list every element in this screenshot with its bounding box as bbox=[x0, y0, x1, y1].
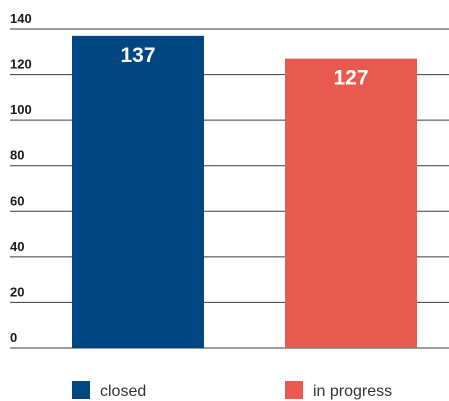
y-tick-label: 100 bbox=[10, 102, 32, 117]
legend-swatch bbox=[72, 381, 90, 399]
legend-label: in progress bbox=[313, 383, 392, 400]
legend-swatch bbox=[285, 381, 303, 399]
y-tick-label: 40 bbox=[10, 239, 24, 254]
bar bbox=[285, 58, 417, 348]
y-tick-label: 20 bbox=[10, 284, 24, 299]
bar bbox=[72, 35, 204, 348]
value-label: 127 bbox=[333, 67, 368, 90]
y-tick-label: 60 bbox=[10, 193, 24, 208]
y-tick-label: 0 bbox=[10, 330, 17, 345]
y-tick-label: 80 bbox=[10, 148, 24, 163]
legend-label: closed bbox=[100, 383, 146, 400]
y-tick-label: 120 bbox=[10, 57, 32, 72]
y-tick-label: 140 bbox=[10, 11, 32, 26]
value-label: 137 bbox=[120, 44, 155, 67]
